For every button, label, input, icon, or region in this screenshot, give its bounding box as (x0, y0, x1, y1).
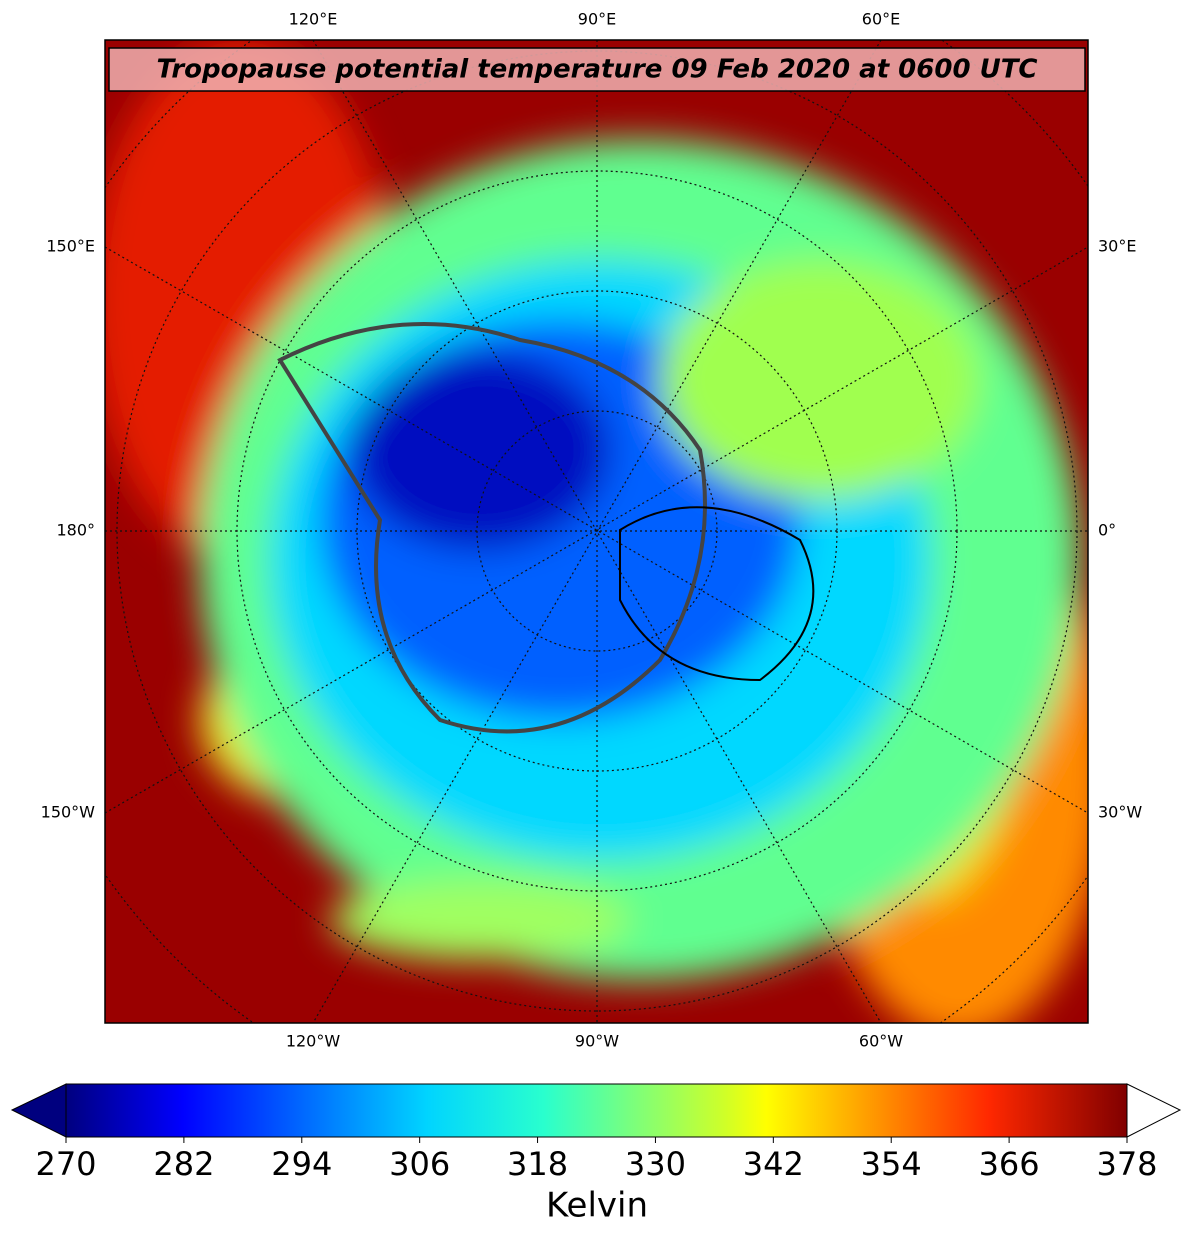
colorbar-extend-high (1126, 1083, 1182, 1138)
lon-label: 150°W (41, 803, 96, 822)
colorbar-tick-label: 378 (1096, 1145, 1157, 1183)
colorbar-tick-label: 282 (153, 1145, 214, 1183)
lon-label: 90°W (575, 1032, 619, 1051)
lon-label: 120°E (289, 10, 338, 29)
colorbar-tick-label: 306 (389, 1145, 450, 1183)
lon-label: 30°W (1098, 803, 1142, 822)
title: Tropopause potential temperature 09 Feb … (156, 55, 1037, 85)
lon-label: 60°E (862, 10, 900, 29)
lon-label: 0° (1098, 521, 1116, 540)
lon-label: 120°W (286, 1032, 341, 1051)
map-frame (104, 39, 1089, 1024)
colorbar-label: Kelvin (546, 1186, 648, 1226)
colorbar-tick-label: 366 (979, 1145, 1040, 1183)
colorbar-tick-label: 270 (35, 1145, 96, 1183)
colorbar-tick-label: 330 (625, 1145, 686, 1183)
colorbar-tick-label: 318 (507, 1145, 568, 1183)
colorbar-tick-label: 354 (861, 1145, 922, 1183)
lon-label: 180° (56, 521, 95, 540)
map-field (105, 40, 1088, 1023)
title-box (108, 47, 1086, 92)
lon-label: 30°E (1098, 237, 1136, 256)
lon-label: 60°W (859, 1032, 903, 1051)
colorbar (65, 1083, 1128, 1138)
colorbar-tick-label: 294 (271, 1145, 332, 1183)
lon-label: 150°E (46, 237, 95, 256)
lon-label: 90°E (578, 10, 616, 29)
colorbar-tick-label: 342 (743, 1145, 804, 1183)
colorbar-extend-low (10, 1083, 67, 1138)
